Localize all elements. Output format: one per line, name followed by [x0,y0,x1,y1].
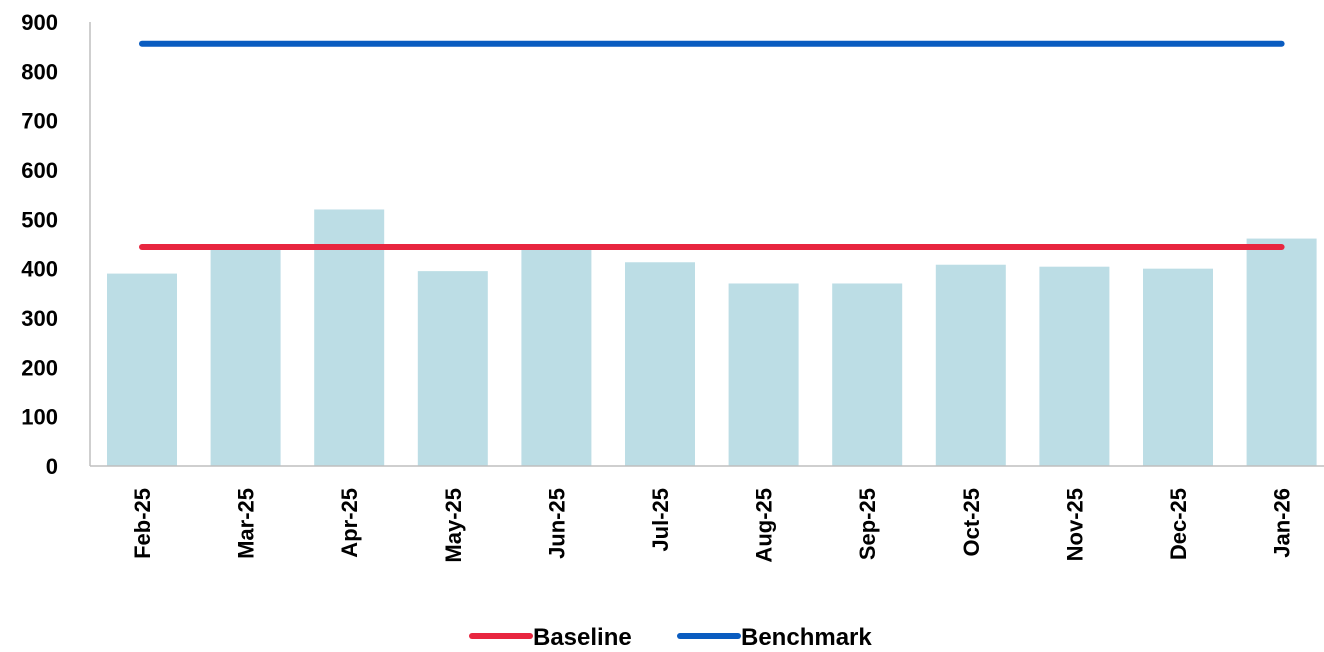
bar-sep-25 [832,283,903,466]
x-tick-label-nov-25: Nov-25 [1062,488,1087,561]
bar-mar-25 [210,246,281,466]
bar-may-25 [417,271,488,466]
y-tick-label-900: 900 [21,10,58,35]
legend: Baseline Benchmark [469,624,872,651]
y-tick-label-600: 600 [21,158,58,183]
x-tick-label-aug-25: Aug-25 [752,488,777,563]
bar-oct-25 [935,264,1006,466]
y-tick-labels: 0 100 200 300 400 500 600 700 800 900 [21,10,58,479]
axes [89,22,1324,467]
bar-jun-25 [521,246,592,466]
bar-aug-25 [728,283,799,466]
x-tick-labels: Feb-25 Mar-25 Apr-25 May-25 Jun-25 Jul-25 Aug-… [130,488,1295,563]
y-tick-label-200: 200 [21,355,58,380]
x-tick-label-jul-25: Jul-25 [648,488,673,552]
bar-jul-25 [625,262,695,466]
x-tick-label-may-25: May-25 [441,488,466,563]
bar-nov-25 [1039,266,1110,466]
y-tick-label-500: 500 [21,207,58,232]
bar-jan-26 [1246,238,1317,466]
bar-dec-25 [1143,268,1213,466]
series-lines [139,40,1285,250]
y-tick-label-300: 300 [21,306,58,331]
y-tick-label-100: 100 [21,405,58,430]
bars [107,209,1317,466]
x-tick-label-dec-25: Dec-25 [1166,488,1191,560]
y-tick-label-800: 800 [21,59,58,84]
y-tick-label-0: 0 [46,454,58,479]
x-tick-label-feb-25: Feb-25 [130,488,155,559]
x-tick-label-jun-25: Jun-25 [544,488,569,559]
bar-feb-25 [107,273,177,466]
x-tick-label-apr-25: Apr-25 [337,488,362,558]
x-tick-label-sep-25: Sep-25 [855,488,880,560]
x-tick-label-jan-26: Jan-26 [1270,488,1295,558]
y-tick-label-400: 400 [21,257,58,282]
legend-label-baseline: Baseline [533,624,632,651]
legend-label-benchmark: Benchmark [741,624,872,651]
x-tick-label-oct-25: Oct-25 [959,488,984,556]
x-tick-label-mar-25: Mar-25 [234,488,259,559]
y-tick-label-700: 700 [21,109,58,134]
bar-apr-25 [314,209,385,466]
